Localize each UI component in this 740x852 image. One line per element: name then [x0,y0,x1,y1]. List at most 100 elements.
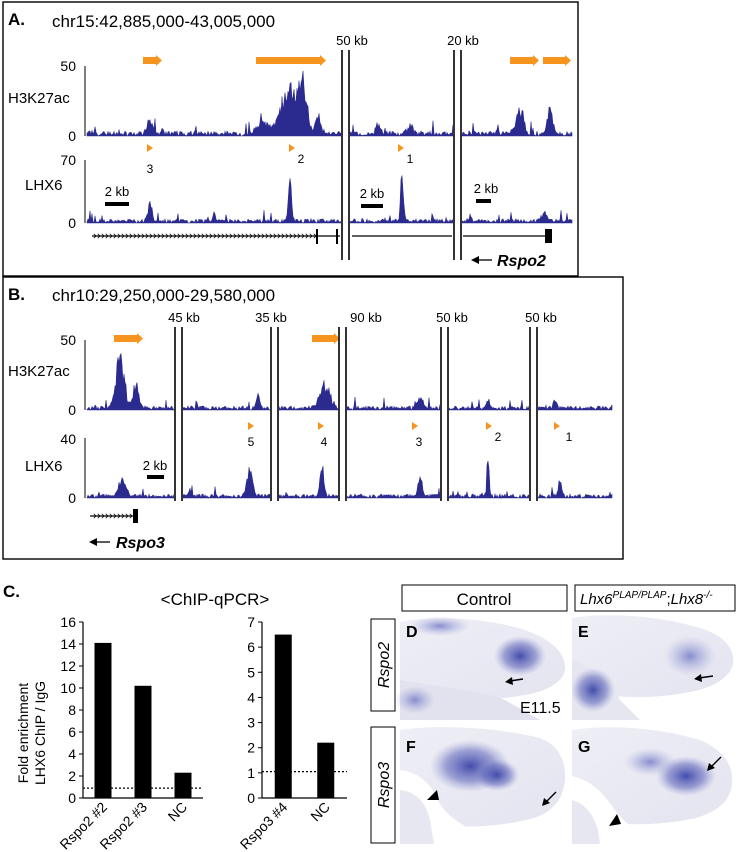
peak-label-3: 3 [416,435,423,449]
row-label-rspo3: Rspo3 [376,762,393,808]
y-tick-label: 4 [68,746,76,762]
track-label-h3k27ac: H3K27ac [8,363,70,380]
track-label-h3k27ac: H3K27ac [8,90,70,107]
y-tick-label: 8 [68,702,76,718]
gap-label: 50 kb [525,310,557,325]
gap-label: 90 kb [350,310,382,325]
x-tick-label: NC [164,799,190,825]
gap-label: 45 kb [168,310,200,325]
genomic-break [529,327,538,501]
scale-label: 2 kb [474,181,499,196]
y-tick-label: 6 [247,639,255,655]
stage-label: E11.5 [520,700,561,717]
gene-name-rspo3: Rspo3 [116,535,165,552]
scale-label: 2 kb [105,184,130,199]
bar [174,772,192,798]
in-situ-image-d: D E11.5 [395,616,566,720]
y-tick-label: 4 [247,689,255,705]
in-situ-image-e: E [571,615,736,720]
x-tick-label: NC [307,799,333,825]
arrow-icon [505,677,513,685]
panel-c: C. <ChIP-qPCR> Fold enrichment LHX6 ChIP… [3,582,347,852]
peak-label-1: 1 [407,152,414,166]
peak-markers [248,422,560,430]
scale-bar [105,202,129,206]
panel-letter-d: D [406,624,418,641]
y-axis-label: Fold enrichment [15,683,31,783]
peak-label-4: 4 [321,435,328,449]
chart-title: <ChIP-qPCR> [161,590,270,609]
x-tick-label: Rspo3 #4 [237,799,291,852]
scale-bar [361,204,383,208]
y-tick-label: 16 [60,614,76,630]
panel-letter-g: G [578,739,590,756]
y-tick-label: 6 [68,724,76,740]
gene-model-rspo2 [92,229,552,244]
genomic-break [440,327,449,501]
y-tick-label: 1 [247,765,255,781]
y-tick-label: 2 [247,740,255,756]
arrow-icon [545,791,557,803]
gene-model-rspo3 [90,509,138,523]
panel-b-letter: B. [8,285,25,304]
y-tick-label: 0 [247,790,255,806]
lhx6-signal-track [86,175,573,224]
y-tick-label: 5 [247,664,255,680]
peak-label-2: 2 [298,152,305,166]
peak-label-2: 2 [495,430,502,444]
y-axis-label: LHX6 ChIP / IgG [32,681,48,785]
genomic-break [338,327,347,501]
axis-min-h3k27ac: 0 [68,128,76,144]
row-header-rspo2 [370,618,396,712]
chip-qpcr-chart-rspo3: 0 1 2 3 4 5 6 7 Rspo3 #4 NC [237,614,347,852]
column-label-control: Control [457,590,512,609]
y-tick-label: 10 [60,680,76,696]
panel-letter-e: E [578,624,589,641]
arrow-icon [710,756,722,768]
y-tick-label: 3 [247,715,255,731]
enhancer-regions [114,333,340,344]
row-label-rspo2: Rspo2 [376,642,393,688]
genomic-break [453,50,462,260]
panel-letter-f: F [406,739,416,756]
panel-b-coordinates: chr10:29,250,000-29,580,000 [52,286,275,305]
in-situ-image-g: G [572,726,736,844]
row-header-rspo3 [370,726,396,844]
genomic-break [341,50,350,260]
panel-a-letter: A. [8,10,25,29]
peak-markers [147,144,404,152]
panel-a-coordinates: chr15:42,885,000-43,005,000 [52,12,275,31]
peak-label-3: 3 [147,162,154,176]
arrow-icon [542,798,550,806]
bar [134,685,152,798]
peak-label-5: 5 [248,435,255,449]
scale-label: 2 kb [360,186,385,201]
panel-c-letter: C. [3,582,20,601]
genomic-break [270,327,279,501]
scale-label: 2 kb [143,458,168,473]
axis-min-h3k27ac: 0 [68,402,76,418]
column-header-mutant [574,584,736,612]
axis-min-lhx6: 0 [68,490,76,506]
genomic-break [174,327,183,501]
arrow-icon [694,674,702,682]
in-situ-image-f: F [400,726,566,844]
axis-max-h3k27ac: 50 [60,58,76,74]
column-header-control [401,584,568,612]
gene-direction-arrow [89,538,110,546]
gap-label: 20 kb [447,33,479,48]
gap-label: 35 kb [255,310,287,325]
panel-b: B. chr10:29,250,000-29,580,000 H3K27ac 5… [2,276,624,560]
gene-name-rspo2: Rspo2 [497,253,546,270]
y-tick-label: 14 [60,636,76,652]
arrowhead-icon [427,790,439,800]
enhancer-regions [143,55,571,66]
y-tick-label: 2 [68,768,76,784]
bar [94,642,112,798]
track-label-lhx6: LHX6 [25,458,63,475]
gap-label: 50 kb [336,33,368,48]
gene-direction-arrow [471,256,492,264]
bar [317,742,335,798]
gap-label: 50 kb [436,310,468,325]
